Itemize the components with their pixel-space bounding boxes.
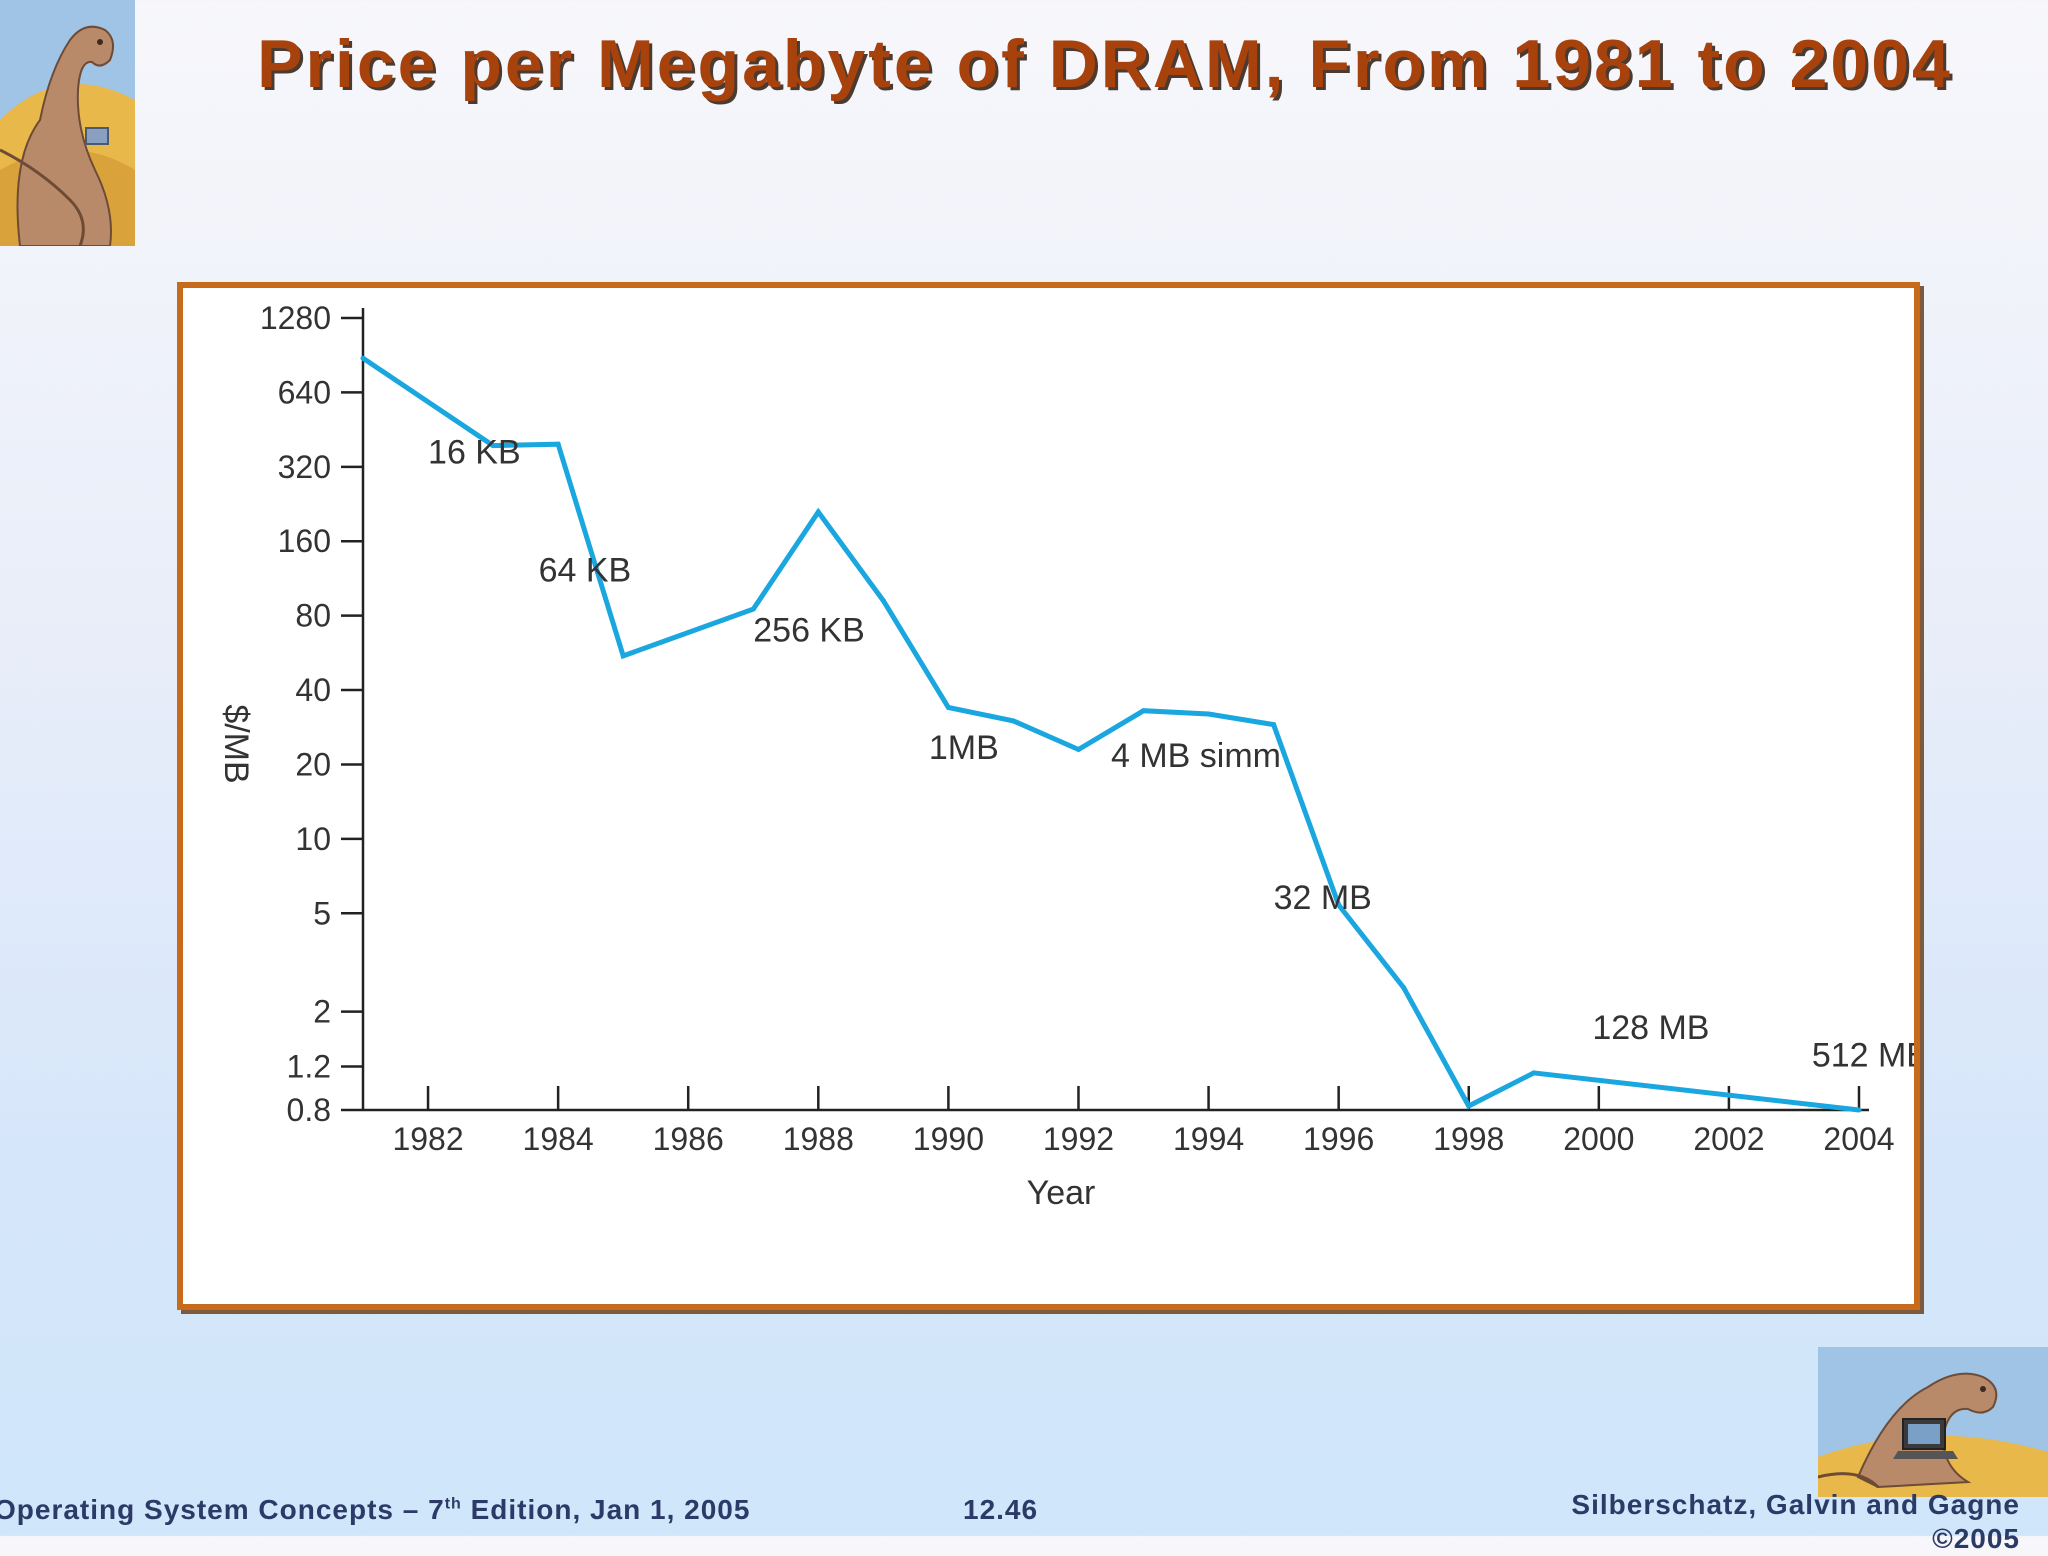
chart-frame: 1280 640 320 160 80 40 20 10 5 2 1.2 0.8 1982 1984 198… <box>177 282 1920 1310</box>
footer-authors: Silberschatz, Galvin and Gagne ©2005 <box>1520 1488 2020 1556</box>
data-point <box>880 598 886 604</box>
y-tick-label: 10 <box>295 821 331 857</box>
data-point <box>1076 747 1081 752</box>
data-point <box>815 509 821 515</box>
footer-course-info: Operating System Concepts – 7th Edition,… <box>0 1494 750 1526</box>
data-point <box>1856 1107 1862 1113</box>
footer-authors-line2: ©2005 <box>1932 1523 2020 1554</box>
data-point <box>620 653 626 659</box>
dinosaur-illustration-top <box>0 0 135 246</box>
dram-price-chart: 1280 640 320 160 80 40 20 10 5 2 1.2 0.8 1982 1984 198… <box>217 300 1914 1212</box>
footer-page-number: 12.46 <box>963 1494 1039 1525</box>
chip-size-annotation: 32 MB <box>1274 879 1372 917</box>
x-tick-label: 2004 <box>1823 1121 1894 1157</box>
y-tick-label: 320 <box>278 449 331 485</box>
data-point <box>1141 708 1146 714</box>
footer-course-prefix: Operating System Concepts – 7 <box>0 1494 445 1525</box>
x-tick-label: 1988 <box>783 1121 854 1157</box>
chip-size-annotation: 128 MB <box>1592 1009 1709 1047</box>
x-axis-title: Year <box>1027 1174 1096 1212</box>
data-point <box>1206 711 1212 717</box>
x-tick-label: 2002 <box>1693 1121 1764 1157</box>
y-tick-label: 160 <box>278 523 331 559</box>
y-tick-label: 80 <box>295 598 331 634</box>
price-series-line <box>361 356 1860 1113</box>
data-point <box>1531 1070 1537 1076</box>
y-tick-label: 1280 <box>260 300 331 336</box>
y-tick-label: 2 <box>313 994 331 1030</box>
chip-size-annotation: 64 KB <box>539 551 632 589</box>
data-point <box>1271 722 1277 728</box>
chip-size-annotation: 256 KB <box>753 611 865 649</box>
data-point <box>1336 902 1342 908</box>
y-tick-label: 1.2 <box>287 1048 331 1084</box>
footer-authors-line1: Silberschatz, Galvin and Gagne <box>1571 1489 2020 1520</box>
footer-course-sup: th <box>444 1495 462 1513</box>
data-point <box>490 443 496 449</box>
data-point <box>555 441 561 447</box>
data-point <box>1010 718 1016 724</box>
x-tick-label: 1990 <box>913 1121 984 1157</box>
data-point <box>945 705 951 710</box>
data-point <box>1401 985 1407 991</box>
x-tick-label: 1996 <box>1303 1121 1374 1157</box>
x-tick-label: 2000 <box>1563 1121 1634 1157</box>
x-tick-label: 1982 <box>392 1121 463 1157</box>
x-tick-label: 1994 <box>1173 1121 1244 1157</box>
x-tick-label: 1998 <box>1433 1121 1504 1157</box>
chip-size-annotation: 4 MB simm <box>1111 737 1281 775</box>
x-tick-label: 1986 <box>653 1121 724 1157</box>
slide-title: Price per Megabyte of DRAM, From 1981 to… <box>257 26 1953 102</box>
y-tick-label: 20 <box>295 746 331 782</box>
x-tick-label: 1984 <box>523 1121 594 1157</box>
chip-size-annotation: 512 MB <box>1812 1036 1914 1074</box>
footer-course-suffix: Edition, Jan 1, 2005 <box>461 1494 751 1525</box>
y-tick-label: 640 <box>278 374 331 410</box>
y-axis-title: $/MB <box>217 704 255 783</box>
chip-size-annotation: 16 KB <box>428 434 521 472</box>
dinosaur-laptop-illustration <box>1818 1347 2048 1497</box>
y-tick-label: 40 <box>295 672 331 708</box>
x-tick-label: 1992 <box>1043 1121 1114 1157</box>
data-point <box>360 355 366 361</box>
data-point <box>1466 1103 1472 1109</box>
y-tick-label: 0.8 <box>287 1092 331 1128</box>
chip-size-annotation: 1MB <box>929 729 999 767</box>
y-tick-label: 5 <box>313 895 331 931</box>
data-point <box>750 606 756 612</box>
